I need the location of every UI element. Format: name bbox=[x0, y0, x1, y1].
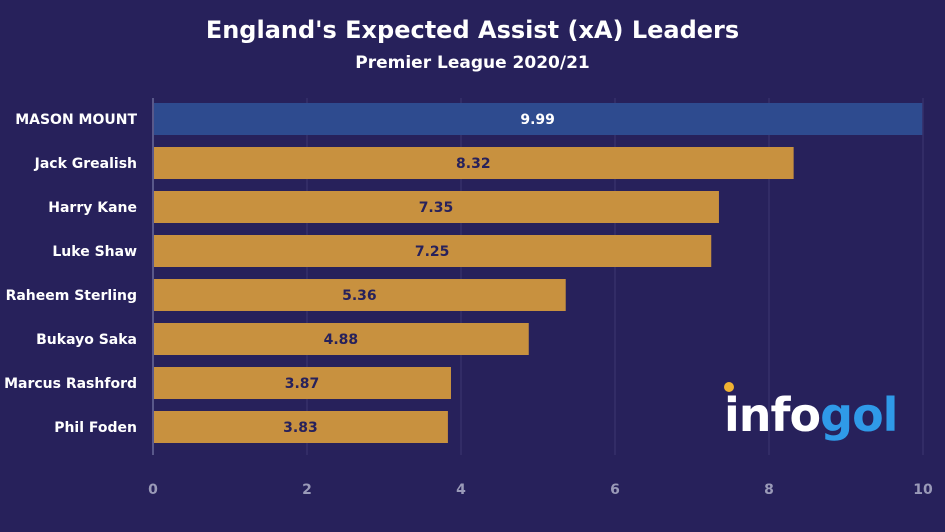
bar bbox=[154, 235, 712, 267]
category-label: Marcus Rashford bbox=[4, 376, 137, 392]
bar bbox=[154, 103, 923, 135]
x-tick-label: 0 bbox=[148, 482, 158, 498]
x-tick-label: 10 bbox=[913, 482, 933, 498]
logo-text-info: info bbox=[724, 388, 821, 442]
value-label: 4.88 bbox=[324, 332, 359, 348]
bar bbox=[154, 367, 451, 399]
x-tick-label: 6 bbox=[610, 482, 620, 498]
chart-title: England's Expected Assist (xA) Leaders bbox=[205, 16, 740, 44]
category-label: Harry Kane bbox=[48, 200, 137, 216]
category-label: Luke Shaw bbox=[52, 244, 137, 260]
x-tick-label: 2 bbox=[302, 482, 312, 498]
category-label: Bukayo Saka bbox=[36, 332, 137, 348]
football-icon bbox=[724, 382, 734, 392]
category-label: Phil Foden bbox=[54, 420, 137, 436]
value-label: 8.32 bbox=[456, 156, 491, 172]
value-label: 5.36 bbox=[342, 288, 377, 304]
bar bbox=[154, 411, 448, 443]
bar bbox=[154, 147, 794, 179]
category-label: Raheem Sterling bbox=[6, 288, 137, 304]
logo-text-gol: gol bbox=[820, 388, 898, 442]
bar bbox=[154, 323, 529, 355]
category-label: Jack Grealish bbox=[34, 156, 137, 172]
bar bbox=[154, 191, 719, 223]
value-label: 3.83 bbox=[283, 420, 318, 436]
value-label: 3.87 bbox=[285, 376, 320, 392]
chart-subtitle: Premier League 2020/21 bbox=[355, 53, 590, 73]
category-label: MASON MOUNT bbox=[15, 112, 137, 128]
x-tick-label: 8 bbox=[764, 482, 774, 498]
bar bbox=[154, 279, 566, 311]
x-tick-label: 4 bbox=[456, 482, 466, 498]
infogol-logo: infogol bbox=[724, 382, 898, 442]
value-label: 7.25 bbox=[415, 244, 450, 260]
value-label: 9.99 bbox=[520, 112, 555, 128]
value-label: 7.35 bbox=[419, 200, 454, 216]
